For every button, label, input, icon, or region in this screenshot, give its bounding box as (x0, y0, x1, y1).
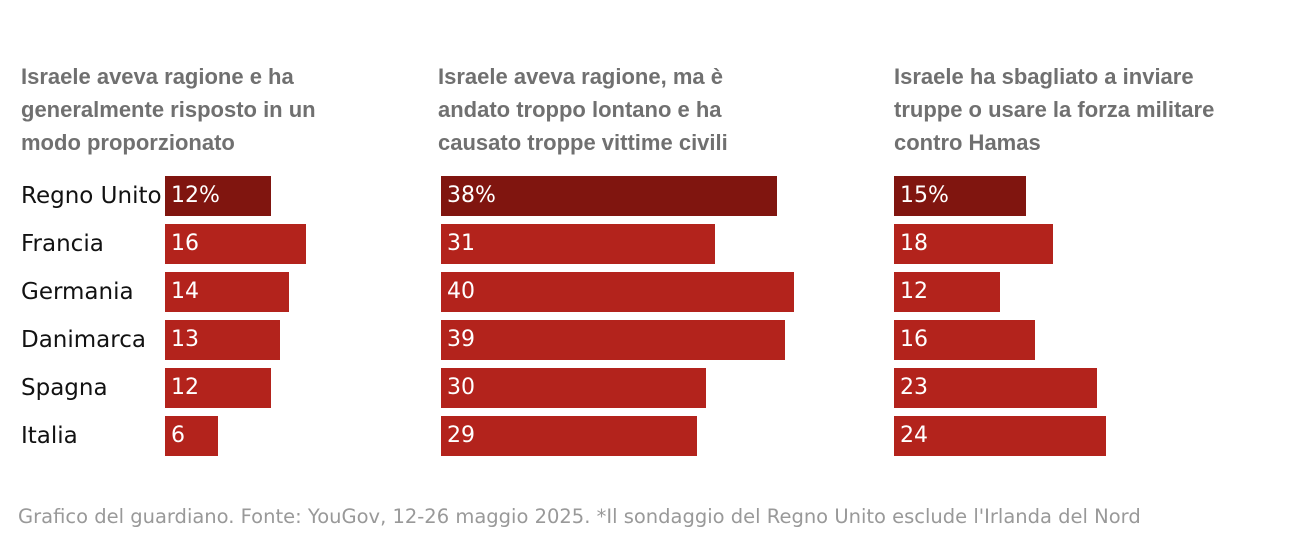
bar-value-label: 14 (171, 279, 199, 304)
bar (894, 368, 1097, 408)
panel-title: Israele aveva ragione e ha generalmente r… (21, 60, 316, 159)
bar-value-label: 40 (447, 279, 475, 304)
bar-value-label: 12 (900, 279, 928, 304)
bar (165, 272, 289, 312)
panel-title-line: Israele ha sbagliato a inviare (894, 64, 1194, 89)
bar (894, 416, 1106, 456)
bar-value-label: 15% (900, 183, 949, 208)
bar (441, 272, 794, 312)
bar-value-label: 38% (447, 183, 496, 208)
bar (894, 320, 1035, 360)
bar-value-label: 16 (171, 231, 199, 256)
bar (441, 416, 697, 456)
bar-value-label: 30 (447, 375, 475, 400)
bar-value-label: 12 (171, 375, 199, 400)
panel-title-line: causato troppe vittime civili (438, 130, 728, 155)
bar-value-label: 16 (900, 327, 928, 352)
bar-value-label: 31 (447, 231, 475, 256)
bar-value-label: 23 (900, 375, 928, 400)
country-label: Spagna (21, 375, 108, 401)
bar (441, 224, 715, 264)
bar (441, 320, 785, 360)
country-label: Italia (21, 423, 78, 449)
bar (165, 320, 280, 360)
bar-value-label: 24 (900, 423, 928, 448)
panel-title-line: contro Hamas (894, 130, 1041, 155)
country-label: Francia (21, 231, 104, 257)
bar (894, 176, 1026, 216)
panel-title-line: generalmente risposto in un (21, 97, 316, 122)
bar-value-label: 13 (171, 327, 199, 352)
panel-title: Israele aveva ragione, ma è andato troppo… (438, 60, 728, 159)
panel-title-line: andato troppo lontano e ha (438, 97, 722, 122)
country-label: Germania (21, 279, 134, 305)
bar-value-label: 18 (900, 231, 928, 256)
panel-title-line: truppe o usare la forza militare (894, 97, 1215, 122)
panel-title: Israele ha sbagliato a inviare truppe o u… (894, 60, 1214, 159)
bar (165, 176, 271, 216)
bar-value-label: 12% (171, 183, 220, 208)
bar-value-label: 39 (447, 327, 475, 352)
panel-title-line: Israele aveva ragione e ha (21, 64, 294, 89)
panel-title-line: Israele aveva ragione, ma è (438, 64, 723, 89)
bar-value-label: 29 (447, 423, 475, 448)
bar (441, 176, 777, 216)
country-label: Danimarca (21, 327, 146, 353)
bar (894, 224, 1053, 264)
bar (165, 368, 271, 408)
country-label: Regno Unito (21, 183, 162, 209)
bar (894, 272, 1000, 312)
chart-footnote: Grafico del guardiano. Fonte: YouGov, 12… (18, 505, 1141, 528)
bar (165, 416, 218, 456)
bar (441, 368, 706, 408)
bar (165, 224, 306, 264)
bar-value-label: 6 (171, 423, 185, 448)
panel-title-line: modo proporzionato (21, 130, 235, 155)
